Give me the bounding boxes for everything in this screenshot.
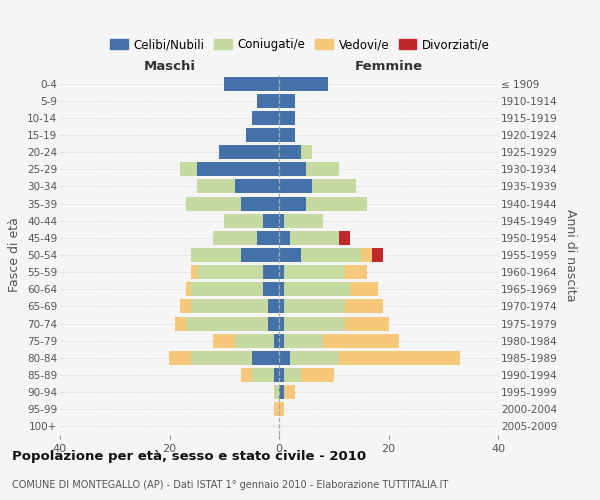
Bar: [284, 334, 323, 347]
Bar: [345, 265, 367, 279]
Bar: [219, 145, 279, 159]
Bar: [301, 368, 334, 382]
Bar: [279, 300, 284, 314]
Bar: [214, 334, 235, 347]
Bar: [301, 248, 361, 262]
Bar: [284, 368, 301, 382]
Bar: [235, 180, 279, 194]
Bar: [279, 282, 284, 296]
Bar: [274, 368, 279, 382]
Bar: [279, 316, 284, 330]
Bar: [279, 385, 284, 399]
Bar: [263, 214, 279, 228]
Bar: [361, 248, 372, 262]
Bar: [274, 334, 279, 347]
Bar: [181, 300, 191, 314]
Bar: [301, 145, 312, 159]
Bar: [279, 128, 295, 142]
Bar: [257, 231, 279, 245]
Bar: [345, 300, 383, 314]
Bar: [186, 316, 268, 330]
Bar: [274, 402, 279, 416]
Bar: [263, 265, 279, 279]
Bar: [279, 231, 290, 245]
Bar: [312, 180, 356, 194]
Bar: [372, 248, 383, 262]
Bar: [197, 162, 279, 176]
Bar: [323, 334, 400, 347]
Bar: [279, 162, 307, 176]
Bar: [257, 94, 279, 108]
Bar: [279, 368, 284, 382]
Bar: [274, 385, 279, 399]
Bar: [279, 334, 284, 347]
Bar: [186, 196, 241, 210]
Bar: [279, 351, 290, 365]
Bar: [284, 214, 323, 228]
Bar: [251, 368, 274, 382]
Text: Femmine: Femmine: [355, 60, 422, 72]
Bar: [290, 351, 339, 365]
Bar: [339, 351, 460, 365]
Bar: [191, 282, 263, 296]
Bar: [224, 214, 263, 228]
Bar: [197, 265, 263, 279]
Bar: [251, 111, 279, 125]
Bar: [241, 368, 251, 382]
Bar: [191, 265, 197, 279]
Text: COMUNE DI MONTEGALLO (AP) - Dati ISTAT 1° gennaio 2010 - Elaborazione TUTTITALIA: COMUNE DI MONTEGALLO (AP) - Dati ISTAT 1…: [12, 480, 448, 490]
Bar: [181, 162, 197, 176]
Bar: [191, 300, 268, 314]
Bar: [241, 196, 279, 210]
Bar: [284, 282, 350, 296]
Bar: [241, 248, 279, 262]
Bar: [279, 196, 307, 210]
Bar: [279, 402, 284, 416]
Bar: [191, 351, 251, 365]
Bar: [284, 316, 345, 330]
Bar: [251, 351, 279, 365]
Bar: [268, 300, 279, 314]
Y-axis label: Anni di nascita: Anni di nascita: [564, 209, 577, 301]
Bar: [290, 231, 339, 245]
Bar: [284, 265, 345, 279]
Bar: [279, 265, 284, 279]
Text: Popolazione per età, sesso e stato civile - 2010: Popolazione per età, sesso e stato civil…: [12, 450, 366, 463]
Bar: [197, 180, 235, 194]
Bar: [186, 282, 191, 296]
Bar: [345, 316, 389, 330]
Bar: [268, 316, 279, 330]
Bar: [279, 180, 312, 194]
Bar: [350, 282, 377, 296]
Bar: [284, 385, 295, 399]
Bar: [214, 231, 257, 245]
Y-axis label: Fasce di età: Fasce di età: [8, 218, 22, 292]
Bar: [279, 248, 301, 262]
Bar: [284, 300, 345, 314]
Bar: [307, 162, 339, 176]
Bar: [175, 316, 186, 330]
Text: Maschi: Maschi: [143, 60, 196, 72]
Bar: [191, 248, 241, 262]
Bar: [279, 111, 295, 125]
Bar: [279, 94, 295, 108]
Bar: [224, 76, 279, 90]
Bar: [339, 231, 350, 245]
Legend: Celibi/Nubili, Coniugati/e, Vedovi/e, Divorziati/e: Celibi/Nubili, Coniugati/e, Vedovi/e, Di…: [105, 34, 495, 56]
Bar: [235, 334, 274, 347]
Bar: [169, 351, 191, 365]
Bar: [307, 196, 367, 210]
Bar: [279, 76, 328, 90]
Bar: [279, 145, 301, 159]
Bar: [263, 282, 279, 296]
Bar: [279, 214, 284, 228]
Bar: [246, 128, 279, 142]
